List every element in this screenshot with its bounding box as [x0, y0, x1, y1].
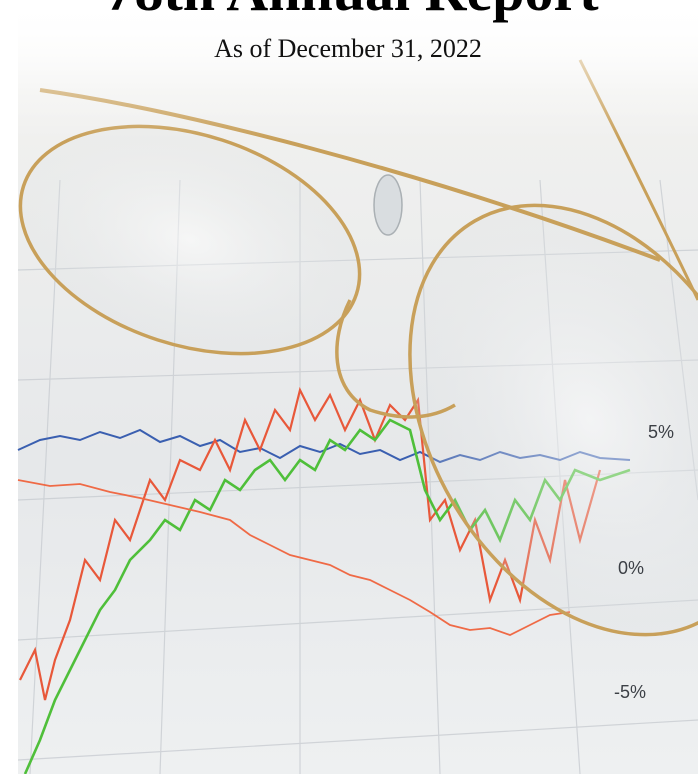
cover: 5% 0% -5% 78th Annual Report As of Decem…	[0, 0, 698, 774]
photo: 5% 0% -5%	[0, 0, 698, 774]
photo-label: 5%	[648, 422, 674, 442]
photo-label: 0%	[618, 558, 644, 578]
title: 78th Annual Report	[105, 0, 599, 23]
subtitle: As of December 31, 2022	[214, 34, 482, 63]
photo-label: -5%	[614, 682, 646, 702]
